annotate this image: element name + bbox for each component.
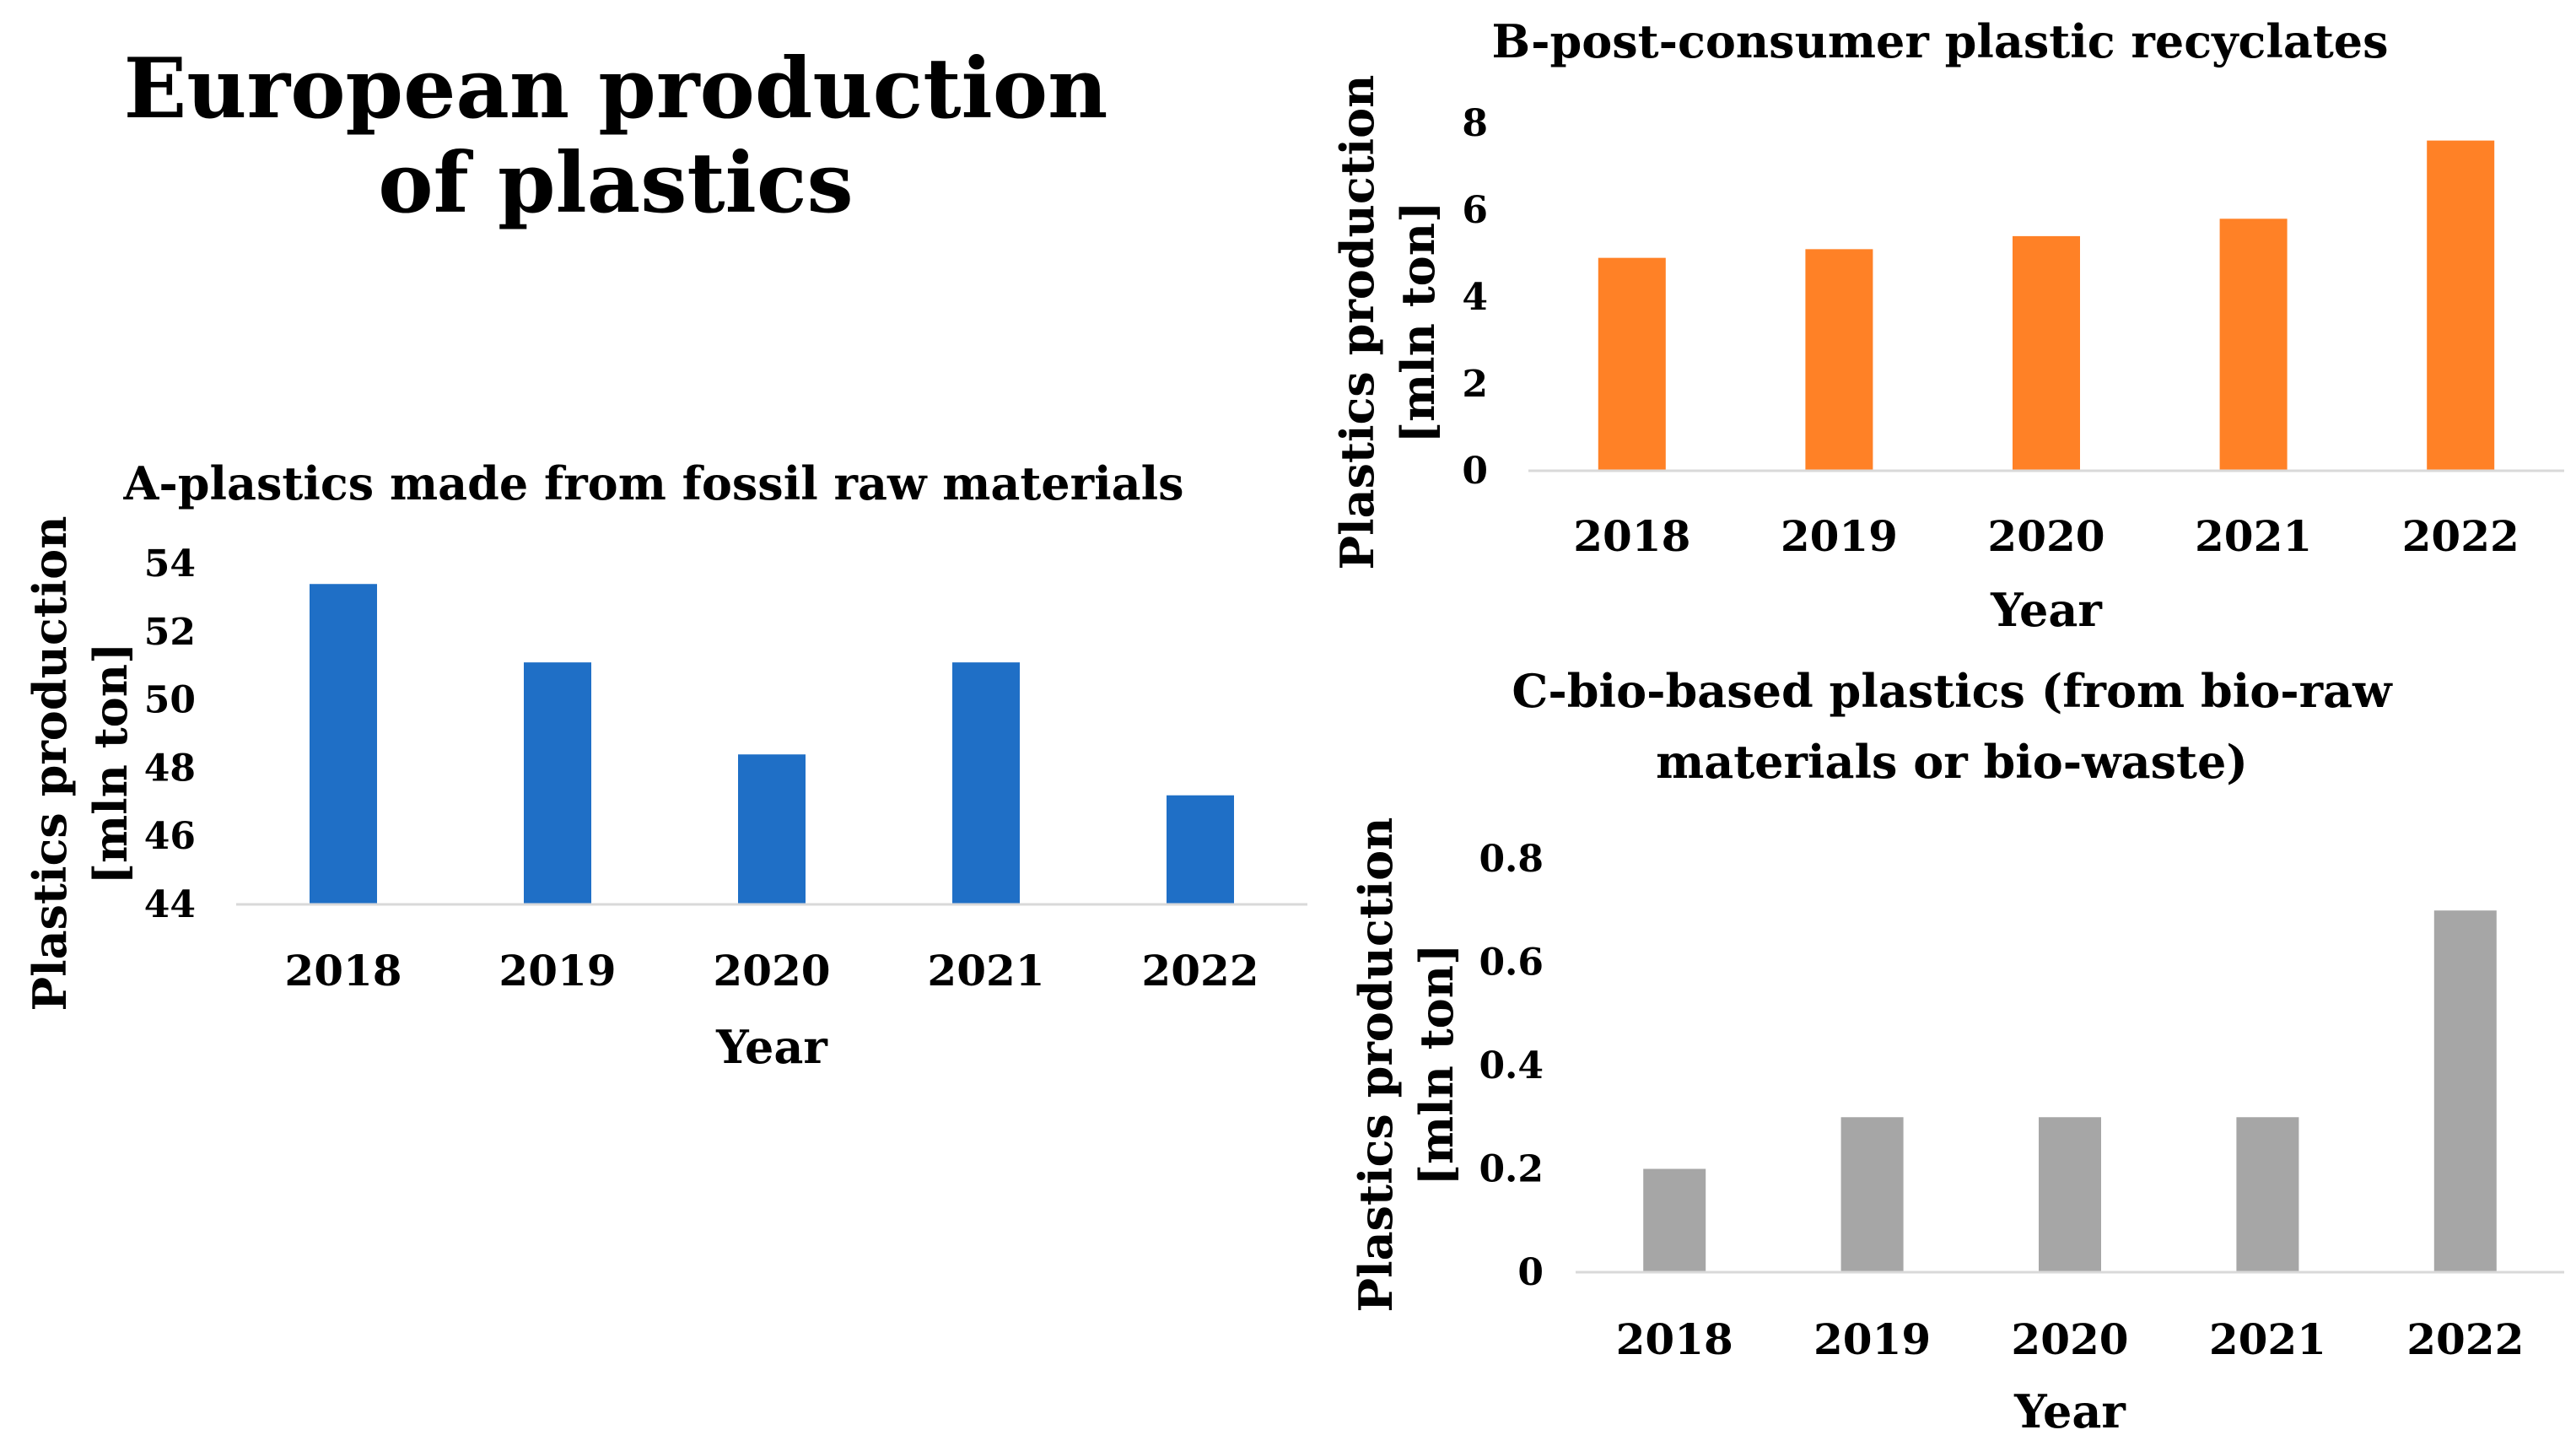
- y-tick-label: 54: [144, 542, 196, 585]
- bar-2018: [310, 584, 377, 904]
- x-tick-label: 2021: [2195, 511, 2312, 561]
- y-tick-label: 0: [1462, 450, 1488, 493]
- x-axis-label: Year: [1990, 583, 2102, 637]
- y-tick-label: 44: [144, 883, 196, 926]
- y-tick-label: 48: [144, 747, 196, 790]
- bar-2022: [1167, 795, 1234, 904]
- bar-2021: [2236, 1117, 2299, 1272]
- bar-2020: [2039, 1117, 2101, 1272]
- x-tick-label: 2018: [284, 946, 401, 995]
- x-tick-label: 2020: [1987, 511, 2104, 561]
- x-tick-label: 2018: [1573, 511, 1690, 561]
- x-tick-label: 2019: [1813, 1314, 1931, 1364]
- bar-2019: [1840, 1117, 1904, 1272]
- chart-a-fossil: A-plastics made from fossil raw material…: [23, 456, 1307, 1074]
- y-tick-label: 0.6: [1479, 942, 1544, 985]
- x-tick-label: 2019: [1781, 511, 1898, 561]
- y-tick-label: 6: [1462, 189, 1488, 232]
- chart-title-line: A-plastics made from fossil raw material…: [122, 456, 1183, 510]
- bar-2020: [738, 754, 806, 904]
- chart-title-line: materials or bio-waste): [1656, 735, 2248, 789]
- bar-2021: [952, 662, 1020, 904]
- x-tick-label: 2021: [2209, 1314, 2326, 1364]
- x-tick-label: 2019: [498, 946, 616, 995]
- bar-2021: [2219, 219, 2288, 471]
- y-axis-label-line: Plastics production: [1330, 75, 1384, 570]
- bar-2018: [1598, 257, 1666, 471]
- y-tick-label: 8: [1462, 102, 1488, 145]
- y-tick-label: 52: [144, 611, 196, 654]
- x-axis-label: Year: [715, 1020, 827, 1074]
- chart-title-line: C-bio-based plastics (from bio-raw: [1512, 664, 2393, 718]
- bar-2022: [2433, 910, 2497, 1272]
- y-axis-label-line: [mln ton]: [84, 642, 137, 884]
- chart-c-bio-based: C-bio-based plastics (from bio-raw materi…: [1349, 664, 2564, 1438]
- figure-title: European production of plastics: [123, 40, 1108, 232]
- x-tick-label: 2022: [1141, 946, 1258, 995]
- chart-b-recyclates: B-post-consumer plastic recyclates 0 2 4 6 8 2…: [1330, 14, 2564, 637]
- y-axis-label-line: Plastics production: [1349, 817, 1403, 1313]
- y-tick-label: 2: [1462, 363, 1488, 406]
- bar-2019: [1805, 249, 1873, 471]
- y-tick-label: 0: [1517, 1251, 1544, 1294]
- y-tick-label: 0.2: [1479, 1148, 1544, 1191]
- bar-2022: [2427, 140, 2495, 471]
- x-tick-label: 2020: [2011, 1314, 2128, 1364]
- chart-title-line: B-post-consumer plastic recyclates: [1491, 14, 2388, 68]
- bar-2018: [1643, 1168, 1706, 1272]
- y-axis-label-line: [mln ton]: [1391, 201, 1445, 443]
- y-tick-label: 0.8: [1479, 838, 1544, 881]
- x-tick-label: 2022: [2406, 1314, 2524, 1364]
- x-axis-label: Year: [2013, 1384, 2126, 1438]
- y-tick-label: 50: [144, 679, 196, 722]
- y-axis-label-line: [mln ton]: [1409, 943, 1463, 1185]
- y-axis-label-line: Plastics production: [23, 516, 77, 1012]
- x-tick-label: 2018: [1616, 1314, 1733, 1364]
- x-tick-label: 2020: [713, 946, 830, 995]
- bar-2019: [524, 662, 591, 904]
- x-tick-label: 2021: [927, 946, 1044, 995]
- y-tick-label: 0.4: [1479, 1044, 1544, 1087]
- x-tick-label: 2022: [2402, 511, 2519, 561]
- bar-2020: [2013, 235, 2080, 471]
- y-tick-label: 4: [1462, 276, 1488, 319]
- y-tick-label: 46: [144, 815, 196, 858]
